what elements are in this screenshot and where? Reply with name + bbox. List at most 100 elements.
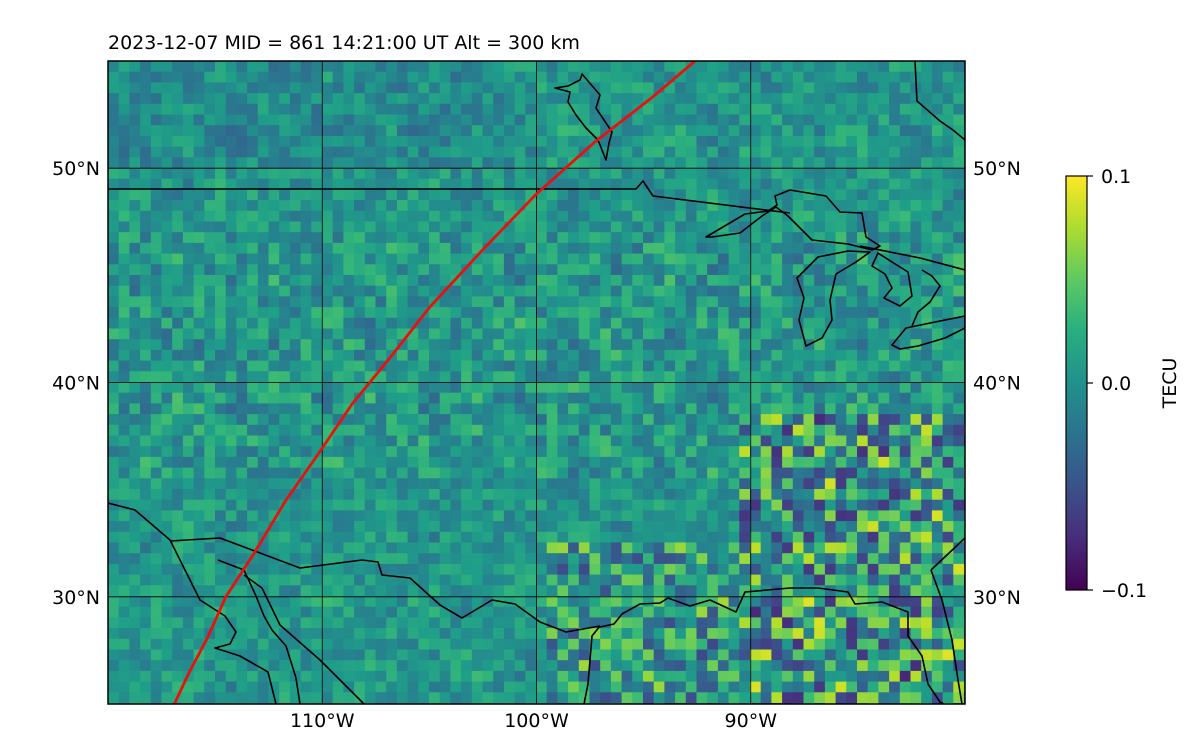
tec-cell [589,114,601,126]
tec-cell [375,61,387,73]
tec-cell [343,307,355,319]
tec-cell [364,596,377,608]
tec-cell [685,146,698,158]
tec-cell [610,253,623,265]
tec-cell [450,189,462,201]
tec-cell [225,649,237,661]
tec-cell [878,403,890,415]
tec-cell [707,93,719,105]
tec-cell [503,606,516,618]
tec-cell [707,617,719,629]
tec-cell [685,531,698,544]
tec-cell [899,670,912,683]
tec-cell [846,638,858,651]
tec-cell [375,606,387,618]
tec-cell [953,114,965,126]
tec-cell [899,585,912,597]
tec-cell [739,285,751,297]
tec-cell [289,328,302,340]
tec-cell [172,178,184,190]
tec-cell [300,275,312,287]
tec-cell [503,221,516,233]
tec-cell [172,392,184,404]
tec-cell [867,114,879,126]
tec-cell [311,146,323,158]
tec-cell [739,264,751,276]
tec-cell [279,328,291,340]
tec-cell [236,628,248,640]
tec-cell [247,456,259,469]
tec-cell [824,232,837,244]
tec-cell [867,371,879,383]
tec-cell [204,649,216,661]
tec-cell [792,93,805,105]
tec-cell [835,467,847,479]
tec-cell [589,200,601,212]
tec-cell [300,157,312,169]
tec-cell [503,178,516,190]
tec-cell [514,349,526,362]
tec-cell [332,606,344,618]
tec-cell [514,585,526,597]
tec-cell [696,242,708,255]
tec-cell [921,178,933,190]
tec-cell [931,146,944,158]
tec-cell [375,125,387,137]
tec-cell [653,510,665,522]
tec-cell [750,135,762,148]
tec-cell [536,467,548,479]
tec-cell [108,125,120,137]
tec-cell [803,414,815,426]
tec-cell [482,103,494,116]
tec-cell [931,499,944,511]
tec-cell [707,114,719,126]
tec-cell [942,542,954,554]
tec-cell [696,478,708,490]
tec-cell [953,478,965,490]
tec-cell [653,210,665,223]
tec-cell [899,606,912,618]
tec-cell [568,328,580,340]
tec-cell [782,628,794,640]
tec-cell [536,424,548,437]
tec-cell [685,71,698,83]
tec-cell [236,617,248,629]
tec-cell [118,339,130,351]
tec-cell [942,435,954,447]
tec-cell [343,93,355,105]
tec-cell [536,574,548,586]
tec-cell [439,435,451,447]
tec-cell [140,349,152,362]
tec-cell [771,275,783,287]
tec-cell [717,446,730,458]
tec-cell [236,542,248,554]
tec-cell [172,189,184,201]
tec-cell [696,221,708,233]
tec-cell [664,521,676,533]
tec-cell [322,563,334,576]
tec-cell [857,424,869,437]
tec-cell [835,349,847,362]
tec-cell [600,349,612,362]
tec-cell [675,285,687,297]
tec-cell [899,210,912,223]
tec-cell [600,617,612,629]
tec-cell [942,660,954,672]
tec-cell [889,649,901,661]
tec-cell [386,638,398,651]
tec-cell [846,510,858,522]
tec-cell [857,146,869,158]
tec-cell [717,456,730,469]
tec-cell [150,307,163,319]
tec-cell [204,328,216,340]
tec-cell [247,531,259,544]
tec-cell [514,114,526,126]
tec-cell [878,649,890,661]
tec-cell [717,392,730,404]
tec-cell [889,178,901,190]
tec-cell [760,467,772,479]
tec-cell [739,403,751,415]
tec-cell [536,382,548,394]
tec-cell [750,93,762,105]
tec-cell [279,670,291,683]
